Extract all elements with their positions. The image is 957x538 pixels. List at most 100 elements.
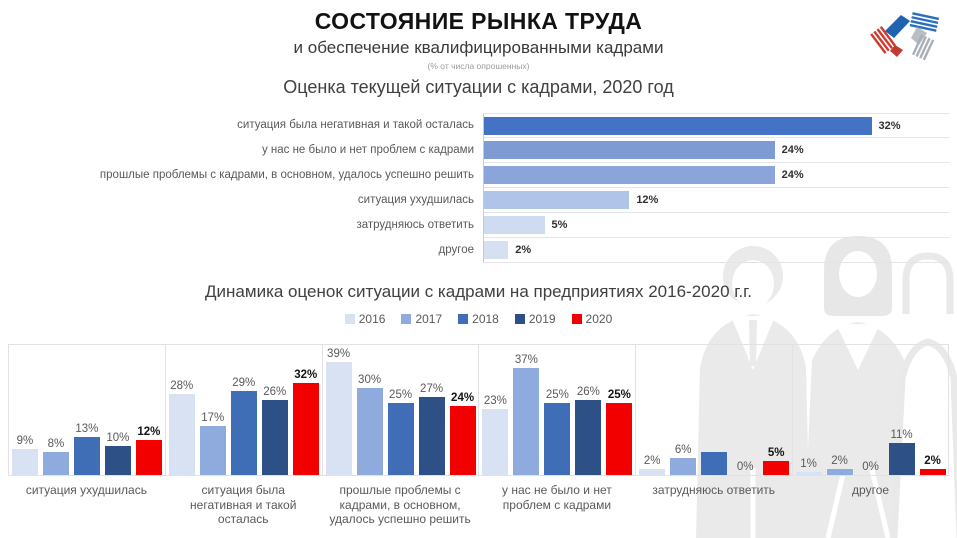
bar-value: 26% [576,386,600,398]
bar-slot: 17% [199,345,226,475]
panel-plot: 28% 17% 29% 26% 32% [164,344,322,476]
chart1-bar [484,216,545,234]
bar-slot: 28% [168,345,195,475]
bar-value: 24% [451,392,475,404]
chart1-bar-value: 12% [636,194,659,206]
chart1-row: ситуация ухудшилась 12% [8,188,949,213]
bar-slot: 27% [418,345,445,475]
bar-value: 30% [358,374,382,386]
chart1-bar [484,241,509,259]
chart1-bar [484,166,775,184]
bar-value: 12% [137,426,161,438]
bar [356,388,383,475]
bar-slot: 8% [42,345,69,475]
bar-value: 2% [924,455,941,467]
legend-year-label: 2016 [358,312,386,326]
bar-value: 25% [607,389,631,401]
bar [513,368,540,475]
chart1-row-plot: 5% [483,213,949,238]
bar [575,400,602,475]
bar-slot: 29% [230,345,257,475]
legend-item: 2017 [401,312,442,326]
bar-slot: 11% [888,345,915,475]
legend-year-label: 2019 [528,312,556,326]
chart2-panel: 23% 37% 25% 26% 25% у нас не было и нет пробл… [478,344,636,527]
bar-value: 9% [16,435,34,447]
bar-value: 32% [294,369,318,381]
bar-value: 25% [389,389,413,401]
bar-value: 17% [201,412,225,424]
bar [42,452,69,475]
bar-slot: 0% [858,345,884,475]
legend-swatch [344,314,355,324]
bar-slot: 2% [919,345,946,475]
panel-category-label: другое [852,483,890,497]
bar-slot: 9% [11,345,38,475]
bar [544,403,571,475]
bar [795,472,822,475]
legend-swatch [458,314,469,324]
chart1-row-plot: 24% [483,163,949,188]
bar-slot: 26% [575,345,602,475]
bar-slot: 10% [104,345,131,475]
chart2-panel: 2% 6% 0% 5% затрудняюсь ответить [635,344,793,527]
bar-slot: 25% [606,345,633,475]
bar-value: 37% [514,354,538,366]
header: СОСТОЯНИЕ РЫНКА ТРУДА и обеспечение квал… [0,8,957,98]
legend-item: 2018 [458,312,499,326]
bar-slot [701,345,728,475]
bar [482,409,509,475]
chart1-row: прошлые проблемы с кадрами, в основном, … [8,163,949,188]
panel-plot: 23% 37% 25% 26% 25% [478,344,636,476]
chart2-panel: 28% 17% 29% 26% 32% ситуация была негативная … [164,344,322,527]
bar [387,403,414,475]
bar [449,406,476,475]
chart1-bar [484,191,630,209]
bar-slot: 13% [73,345,100,475]
bar [292,383,319,475]
chart1-bar-value: 24% [781,169,804,181]
bar-value: 25% [545,389,569,401]
bar [135,440,162,475]
main-title: СОСТОЯНИЕ РЫНКА ТРУДА [314,8,643,34]
panel-category-label: ситуация ухудшилась [25,483,147,497]
chart1-row-plot: 2% [483,238,949,263]
chart1-row-plot: 12% [483,188,949,213]
panel-plot: 39% 30% 25% 27% 24% [321,344,479,476]
bar-slot: 25% [387,345,414,475]
chart1-row-label: другое [438,244,474,256]
bar-value: 8% [47,438,65,450]
bar-value: 2% [643,455,661,467]
bar-value: 27% [420,383,444,395]
chart1-row: у нас не было и нет проблем с кадрами 24% [8,138,949,163]
legend-swatch [571,314,582,324]
bar [325,362,352,475]
chart1-row: затрудняюсь ответить 5% [8,213,949,238]
bar-value: 2% [831,455,848,467]
bar-value: 0% [862,461,879,473]
chart2-title: Динамика оценок ситуации с кадрами на пр… [205,282,752,301]
bar-slot: 26% [261,345,288,475]
bar [11,449,38,475]
legend-item: 2016 [344,312,386,326]
legend-year-label: 2017 [415,312,443,326]
respondents-note: (% от числа опрошенных) [427,61,530,71]
panel-category-label: у нас не было и нет проблем с кадрами [502,483,612,512]
panel-category-label: ситуация была негативная и такой осталас… [190,483,297,527]
chart2-panel: 39% 30% 25% 27% 24% прошлые проблемы с кадрам… [321,344,479,527]
bar-slot: 24% [449,345,476,475]
chart1-bar [484,116,872,135]
bar-value: 1% [800,458,817,470]
chart1-row-label: прошлые проблемы с кадрами, в основном, … [99,169,474,181]
chart1-row-plot: 24% [483,138,949,163]
chart1-row-label: ситуация ухудшилась [357,194,474,206]
legend-year-label: 2020 [585,312,613,326]
chart1-bar-value: 2% [515,244,532,256]
bar-slot: 2% [639,345,666,475]
legend-item: 2019 [514,312,556,326]
chart1-bar-value: 5% [551,219,568,231]
bar [104,446,131,475]
bar [230,391,257,475]
company-logo-icon [870,12,940,61]
chart1-row-label: ситуация была негативная и такой осталас… [237,119,474,131]
